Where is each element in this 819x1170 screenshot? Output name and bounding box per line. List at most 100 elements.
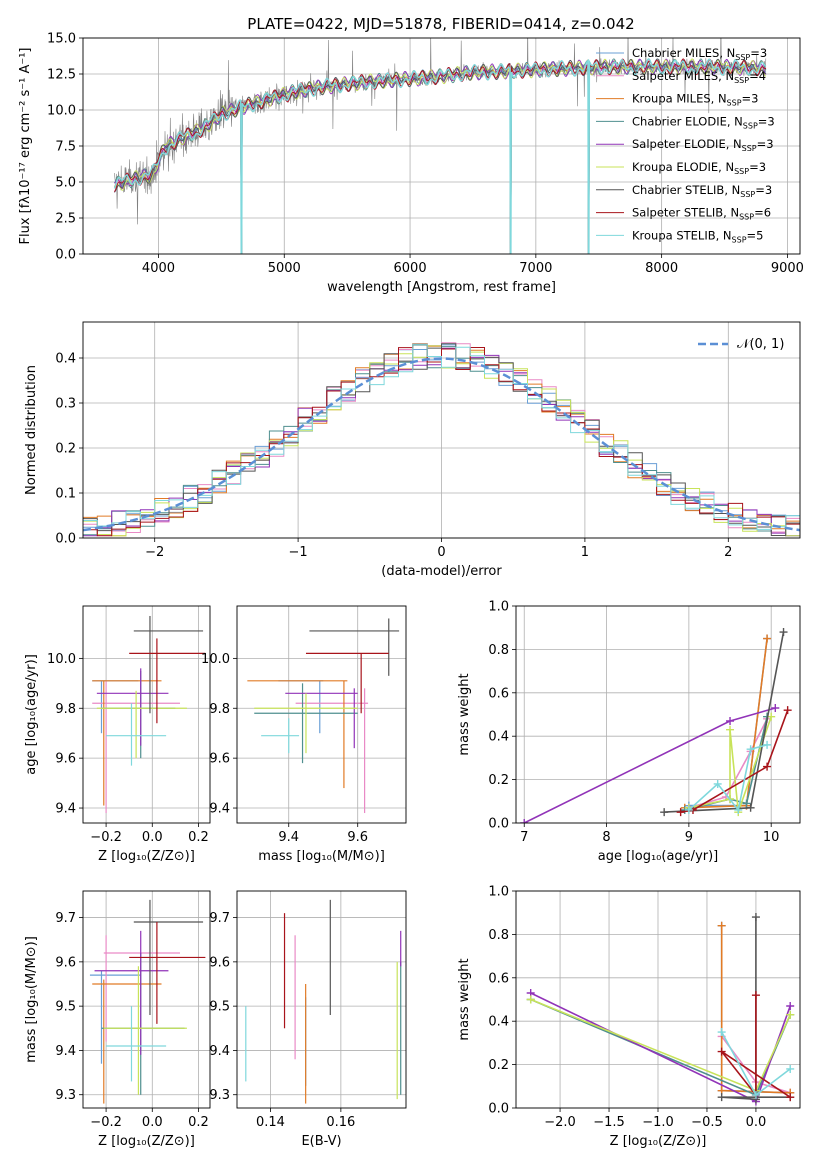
y-tick-label: 10.0 bbox=[47, 652, 76, 667]
legend-entry-kroupa-elodie: Kroupa ELODIE, NSSP=3 bbox=[632, 160, 766, 176]
y-tick-label: 0.0 bbox=[488, 817, 509, 832]
y-tick-label: 12.5 bbox=[47, 68, 76, 83]
x-tick-label: −2 bbox=[145, 545, 164, 560]
y-tick-label: 9.5 bbox=[55, 1000, 76, 1015]
y-tick-label: 0.0 bbox=[55, 532, 76, 547]
x-tick-label: 9.6 bbox=[347, 830, 368, 845]
x-axis-label: Z [log₁₀(Z/Z⊙)] bbox=[98, 849, 195, 864]
y-tick-label: 0.0 bbox=[55, 248, 76, 263]
series-salpeter-stelib bbox=[721, 995, 791, 1098]
legend-entry-chabrier-miles: Chabrier MILES, NSSP=3 bbox=[632, 46, 767, 62]
x-axis-label: Z [log₁₀(Z/Z⊙)] bbox=[610, 1134, 707, 1149]
x-axis-label: age [log₁₀(age/yr)] bbox=[598, 849, 719, 864]
marker-chabrier-stelib bbox=[660, 808, 669, 817]
plot-area bbox=[83, 342, 800, 537]
marker-salpeter-stelib bbox=[717, 1047, 726, 1056]
y-axis-label: Flux [fλ10⁻¹⁷ erg cm⁻² s⁻¹ A⁻¹] bbox=[18, 48, 33, 245]
y-tick-label: 15.0 bbox=[47, 32, 76, 47]
axes-frame bbox=[82, 605, 211, 824]
x-tick-label: 9 bbox=[685, 830, 693, 845]
y-tick-label: 9.8 bbox=[209, 702, 230, 717]
series-chabrier-elodie bbox=[530, 998, 791, 1097]
marker-chabrier-elodie bbox=[742, 799, 751, 808]
legend-entry-gaussian: 𝒩(0, 1) bbox=[737, 337, 784, 352]
legend-entry-salpeter-elodie: Salpeter ELODIE, NSSP=3 bbox=[632, 137, 774, 153]
marker-kroupa-stelib bbox=[717, 1028, 726, 1037]
legend: Chabrier MILES, NSSP=3 Salpeter MILES, NS… bbox=[596, 46, 775, 244]
marker-salpeter-stelib bbox=[751, 991, 760, 1000]
y-tick-label: 9.3 bbox=[55, 1088, 76, 1103]
panel-age-vs-Z: −0.2 0.0 0.2 9.4 9.6 9.8 10.0 Z [log₁₀(Z/Z⊙)] ag… bbox=[24, 605, 211, 864]
y-tick-label: 0.6 bbox=[488, 971, 509, 986]
y-tick-label: 9.4 bbox=[55, 802, 76, 817]
x-tick-label: −0.5 bbox=[691, 1115, 723, 1130]
y-tick-label: 1.0 bbox=[488, 600, 509, 615]
marker-kroupa-stelib bbox=[763, 740, 772, 749]
x-axis-label: mass [log₁₀(M/M⊙)] bbox=[258, 849, 385, 864]
x-tick-label: 5000 bbox=[268, 261, 301, 276]
legend-entry-chabrier-elodie: Chabrier ELODIE, NSSP=3 bbox=[632, 114, 775, 130]
y-tick-label: 0.6 bbox=[488, 686, 509, 701]
y-tick-label: 9.6 bbox=[55, 955, 76, 970]
y-tick-label: 5.0 bbox=[55, 176, 76, 191]
marker-kroupa-stelib bbox=[786, 1064, 795, 1073]
model-salpeter-miles bbox=[114, 58, 767, 254]
x-tick-label: −1.5 bbox=[593, 1115, 625, 1130]
plot-area bbox=[247, 618, 400, 814]
legend-entry-kroupa-stelib: Kroupa STELIB, NSSP=5 bbox=[632, 228, 763, 244]
marker-salpeter-stelib bbox=[783, 706, 792, 715]
y-axis-label: mass [log₁₀(M/M⊙)] bbox=[24, 936, 39, 1063]
x-tick-label: −2.0 bbox=[544, 1115, 576, 1130]
model-salpeter-stelib bbox=[114, 58, 767, 254]
marker-salpeter-elodie bbox=[520, 819, 529, 823]
marker-salpeter-elodie bbox=[786, 1002, 795, 1011]
x-tick-label: −0.2 bbox=[90, 1115, 122, 1130]
model-chabrier-elodie bbox=[114, 58, 767, 254]
x-tick-label: 9.4 bbox=[278, 830, 299, 845]
panel-age-vs-mass: 9.4 9.6 9.4 9.6 9.8 10.0 mass [log₁₀(M/M⊙)] bbox=[201, 605, 407, 864]
marker-chabrier-stelib bbox=[779, 628, 788, 637]
y-tick-label: 10.0 bbox=[47, 104, 76, 119]
model-kroupa-elodie bbox=[114, 58, 767, 254]
axes-frame bbox=[236, 890, 407, 1109]
x-tick-label: 0.0 bbox=[746, 1115, 767, 1130]
marker-kroupa-stelib bbox=[713, 779, 722, 788]
y-tick-label: 9.3 bbox=[209, 1088, 230, 1103]
x-tick-label: 8000 bbox=[645, 261, 678, 276]
y-tick-label: 9.4 bbox=[209, 802, 230, 817]
y-tick-label: 9.4 bbox=[55, 1044, 76, 1059]
x-tick-label: 0.0 bbox=[142, 830, 163, 845]
x-tick-label: 0.2 bbox=[188, 830, 209, 845]
marker-salpeter-elodie bbox=[726, 717, 735, 726]
marker-kroupa-elodie bbox=[767, 712, 776, 721]
series-salpeter-stelib bbox=[680, 709, 789, 813]
panel-spectrum: 4000 5000 6000 7000 8000 9000 0.0 2.5 5.0 7.5 10.0… bbox=[18, 32, 804, 296]
marker-kroupa-stelib bbox=[751, 1090, 760, 1099]
y-tick-label: 0.4 bbox=[488, 730, 509, 745]
x-tick-label: 4000 bbox=[142, 261, 175, 276]
plot-area bbox=[245, 899, 402, 1104]
x-tick-label: −1 bbox=[289, 545, 308, 560]
marker-salpeter-stelib bbox=[786, 1093, 795, 1102]
marker-chabrier-stelib bbox=[751, 913, 760, 922]
y-tick-label: 9.5 bbox=[209, 1000, 230, 1015]
model-salpeter-elodie bbox=[114, 58, 767, 254]
panel-mass-vs-EBV: 0.14 0.16 9.3 9.4 9.5 9.6 9.7 E(B-V) bbox=[209, 890, 407, 1149]
plot-area bbox=[520, 628, 792, 823]
y-axis-label: mass weight bbox=[457, 673, 472, 755]
marker-salpeter-elodie bbox=[771, 703, 780, 712]
axes-frame bbox=[515, 605, 801, 824]
x-axis-label: E(B-V) bbox=[301, 1134, 341, 1149]
marker-salpeter-stelib bbox=[676, 808, 685, 817]
legend-entry-kroupa-miles: Kroupa MILES, NSSP=3 bbox=[632, 92, 758, 108]
marker-kroupa-elodie bbox=[526, 995, 535, 1004]
x-tick-label: 0.16 bbox=[326, 1115, 355, 1130]
grid bbox=[237, 606, 406, 823]
y-tick-label: 0.2 bbox=[488, 1058, 509, 1073]
y-tick-label: 0.0 bbox=[488, 1102, 509, 1117]
axes-frame bbox=[82, 890, 211, 1109]
marker-chabrier-stelib bbox=[717, 1093, 726, 1102]
model-kroupa-miles bbox=[113, 58, 767, 254]
x-tick-label: 1 bbox=[581, 545, 589, 560]
